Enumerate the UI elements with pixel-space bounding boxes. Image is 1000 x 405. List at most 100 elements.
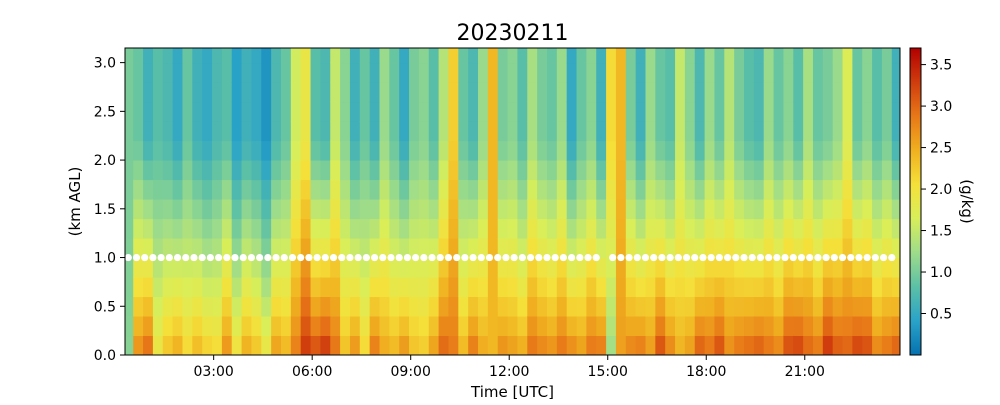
heatmap-cell <box>645 316 656 337</box>
heatmap-cell <box>320 316 331 337</box>
heatmap-cell <box>162 121 174 142</box>
heatmap-cell <box>458 335 469 356</box>
heatmap-cell <box>428 316 440 337</box>
heatmap-cell <box>586 335 597 356</box>
heatmap-cell <box>212 218 223 239</box>
heatmap-cell <box>212 121 223 142</box>
heatmap-cell <box>675 140 686 161</box>
heatmap-cell <box>793 316 804 337</box>
heatmap-cell <box>448 62 459 83</box>
blh-marker <box>773 253 781 262</box>
heatmap-cell <box>280 62 292 83</box>
heatmap-cell <box>399 140 410 161</box>
heatmap-cell <box>724 101 735 122</box>
heatmap-cell <box>212 238 223 259</box>
heatmap-cell <box>125 218 134 239</box>
heatmap-cell <box>527 238 538 259</box>
heatmap-cell <box>310 218 321 239</box>
heatmap-cell <box>182 62 193 83</box>
heatmap-cell <box>231 160 243 181</box>
heatmap-cell <box>300 48 312 64</box>
heatmap-cell <box>881 335 893 356</box>
heatmap-cell <box>576 62 587 83</box>
heatmap-cell <box>261 160 272 181</box>
heatmap-cell <box>596 199 607 220</box>
heatmap-cell <box>182 277 193 298</box>
heatmap-cell <box>379 140 390 161</box>
heatmap-cell <box>872 238 883 259</box>
heatmap-cell <box>487 101 499 122</box>
y-tick-label: 1.5 <box>94 202 116 218</box>
heatmap-cell <box>714 316 725 337</box>
heatmap-cell <box>497 179 509 200</box>
heatmap-cell <box>478 238 489 259</box>
heatmap-cell <box>497 335 509 356</box>
blh-marker <box>469 253 477 262</box>
blh-marker <box>822 253 830 262</box>
heatmap-cell <box>665 160 676 181</box>
heatmap-cell <box>714 160 725 181</box>
heatmap-cell <box>172 140 183 161</box>
heatmap-cell <box>389 277 400 298</box>
heatmap-cell <box>212 62 223 83</box>
heatmap-cell <box>290 101 302 122</box>
heatmap-cell <box>192 199 203 220</box>
heatmap-cell <box>842 82 853 103</box>
heatmap-cell <box>744 62 755 83</box>
heatmap-cell <box>487 257 499 278</box>
colorbar-ticks: 0.5 1.0 1.5 2.0 2.5 3.0 3.5 <box>921 58 952 323</box>
blh-marker <box>461 253 469 262</box>
blh-marker <box>182 253 190 262</box>
heatmap-cell <box>842 238 853 259</box>
heatmap-cell <box>714 179 725 200</box>
blh-marker <box>535 253 543 262</box>
heatmap-cell <box>133 218 144 239</box>
heatmap-cell <box>271 82 282 103</box>
heatmap-cell <box>478 257 489 278</box>
heatmap-cell <box>675 277 686 298</box>
heatmap-cell <box>251 82 262 103</box>
heatmap-cell <box>645 199 656 220</box>
blh-marker <box>362 253 370 262</box>
heatmap-cell <box>694 140 706 161</box>
heatmap-cell <box>606 62 617 83</box>
blh-markers <box>124 253 896 262</box>
heatmap-cell <box>290 48 302 64</box>
heatmap-cell <box>783 296 794 317</box>
heatmap-cell <box>221 121 233 142</box>
heatmap-cell <box>684 62 696 83</box>
blh-marker <box>165 253 173 262</box>
heatmap-cell <box>152 48 164 64</box>
plot-frame <box>124 47 901 356</box>
heatmap-cell <box>212 48 223 64</box>
blh-marker <box>666 253 674 262</box>
heatmap-cell <box>468 140 479 161</box>
heatmap-cell <box>812 48 824 64</box>
heatmap-cell <box>133 101 144 122</box>
heatmap-cell <box>576 296 587 317</box>
heatmap-cell <box>773 179 784 200</box>
heatmap-cell <box>359 296 371 317</box>
heatmap-cell <box>714 277 725 298</box>
colorbar-tick-label: 1.0 <box>930 265 952 281</box>
heatmap-cell <box>684 257 696 278</box>
heatmap-cell <box>684 179 696 200</box>
heatmap-cell <box>556 238 568 259</box>
heatmap-cell <box>891 316 901 337</box>
heatmap-cell <box>152 238 164 259</box>
heatmap-cell <box>221 62 233 83</box>
blh-marker <box>477 253 485 262</box>
heatmap-cell <box>359 121 371 142</box>
heatmap-cell <box>418 179 430 200</box>
heatmap-cell <box>744 160 755 181</box>
heatmap-cell <box>133 62 144 83</box>
heatmap-cell <box>655 316 666 337</box>
heatmap-cell <box>438 140 449 161</box>
colorbar-label: (g/kg) <box>958 179 976 224</box>
heatmap-cell <box>379 101 390 122</box>
heatmap-cell <box>280 101 292 122</box>
heatmap-cell <box>537 199 548 220</box>
heatmap-cell <box>497 160 509 181</box>
heatmap-cell <box>546 238 558 259</box>
heatmap-cell <box>645 160 656 181</box>
